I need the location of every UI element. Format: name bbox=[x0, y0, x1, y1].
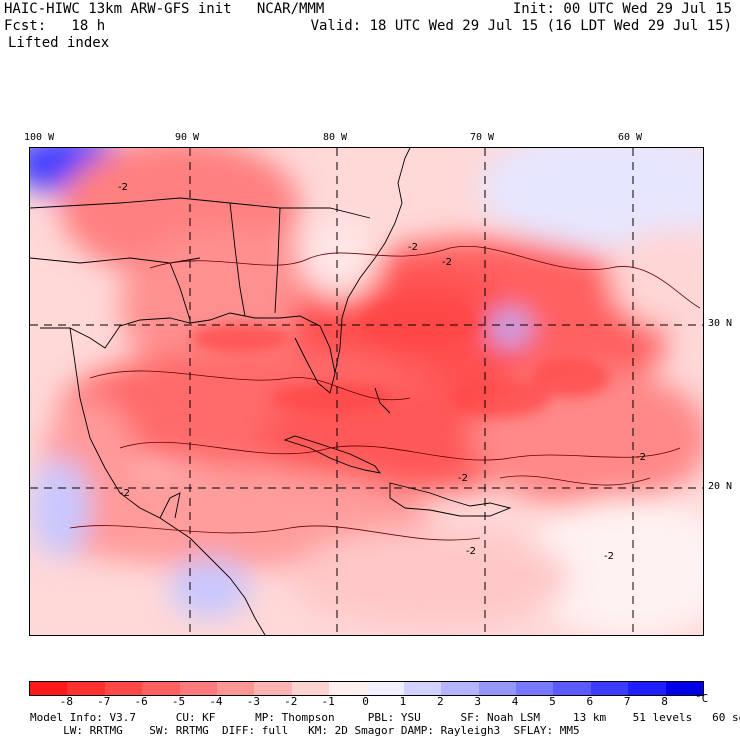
contour-label: -2 bbox=[636, 452, 646, 463]
colorbar-tick-label: -1 bbox=[321, 695, 335, 708]
colorbar-swatch bbox=[67, 682, 105, 695]
colorbar-swatch bbox=[254, 682, 292, 695]
lifted-index-map: -2 -2 -2 -2 -2 -2 -2 -2 bbox=[29, 147, 704, 636]
colorbar-swatch bbox=[553, 682, 591, 695]
colorbar-tick-label: 0 bbox=[362, 695, 369, 708]
lon-label-60w: 60 W bbox=[618, 132, 643, 143]
colorbar-swatch bbox=[665, 682, 704, 695]
lat-label-20n: 20 N bbox=[708, 481, 733, 492]
colorbar-swatch bbox=[366, 682, 404, 695]
colorbar-swatch bbox=[478, 682, 517, 695]
forecast-hour: Fcst: 18 h bbox=[4, 18, 106, 34]
lifted-index-colorbar bbox=[29, 681, 704, 696]
colorbar-tick-label: -3 bbox=[246, 695, 260, 708]
lon-label-80w: 80 W bbox=[323, 132, 348, 143]
colorbar-tick-label: -6 bbox=[134, 695, 148, 708]
colorbar-tick-label: 4 bbox=[511, 695, 519, 708]
colorbar-swatch bbox=[179, 682, 217, 695]
colorbar-tick-label: -5 bbox=[171, 695, 186, 708]
colorbar-swatch bbox=[142, 682, 180, 695]
contour-label: -2 bbox=[458, 473, 468, 484]
init-time: Init: 00 UTC Wed 29 Jul 15 bbox=[512, 1, 732, 17]
contour-label: -2 bbox=[466, 546, 476, 557]
contour-label: -2 bbox=[408, 242, 418, 253]
lon-label-100w: 100 W bbox=[24, 132, 55, 143]
colorbar-swatch bbox=[403, 682, 442, 695]
lon-label-70w: 70 W bbox=[470, 132, 495, 143]
colorbar-swatch bbox=[441, 682, 479, 695]
colorbar-tick-label: 8 bbox=[661, 695, 668, 708]
lon-label-90w: 90 W bbox=[175, 132, 200, 143]
colorbar-swatch bbox=[329, 682, 367, 695]
contour-label: -2 bbox=[118, 182, 128, 193]
colorbar-tick-label: 7 bbox=[623, 695, 631, 708]
footer-model-info: Model Info: V3.7 CU: KF MP: Thompson PBL… bbox=[30, 711, 740, 724]
valid-time: Valid: 18 UTC Wed 29 Jul 15 (16 LDT Wed … bbox=[310, 18, 732, 34]
colorbar-ticks: -8 -7 -6 -5 -4 -3 -2 -1 0 1 2 3 4 5 6 7 8 bbox=[29, 695, 702, 709]
colorbar-swatch bbox=[516, 682, 554, 695]
colorbar-swatch bbox=[628, 682, 666, 695]
model-title: HAIC-HIWC 13km ARW-GFS init NCAR/MMM bbox=[4, 1, 325, 17]
contour-label: -2 bbox=[604, 551, 614, 562]
colorbar-swatch bbox=[30, 682, 68, 695]
field-name: Lifted index bbox=[8, 35, 110, 51]
colorbar-tick-label: -7 bbox=[97, 695, 111, 708]
colorbar-tick-label: -2 bbox=[284, 695, 298, 708]
contour-label: -2 bbox=[442, 257, 452, 268]
contour-label: -2 bbox=[120, 488, 130, 499]
footer-physics-info: LW: RRTMG SW: RRTMG DIFF: full KM: 2D Sm… bbox=[30, 724, 580, 737]
colorbar-unit: °C bbox=[695, 692, 709, 705]
colorbar-swatch bbox=[291, 682, 330, 695]
colorbar-swatch bbox=[590, 682, 629, 695]
colorbar-swatch bbox=[104, 682, 143, 695]
colorbar-tick-label: -4 bbox=[209, 695, 223, 708]
colorbar-swatch bbox=[216, 682, 255, 695]
colorbar-tick-label: 6 bbox=[586, 695, 594, 708]
lat-label-30n: 30 N bbox=[708, 318, 733, 329]
colorbar-tick-label: 2 bbox=[436, 695, 444, 708]
colorbar-tick-label: -8 bbox=[59, 695, 73, 708]
colorbar-tick-label: 1 bbox=[399, 695, 407, 708]
colorbar-tick-label: 3 bbox=[474, 695, 481, 708]
colorbar-tick-label: 5 bbox=[549, 695, 556, 708]
